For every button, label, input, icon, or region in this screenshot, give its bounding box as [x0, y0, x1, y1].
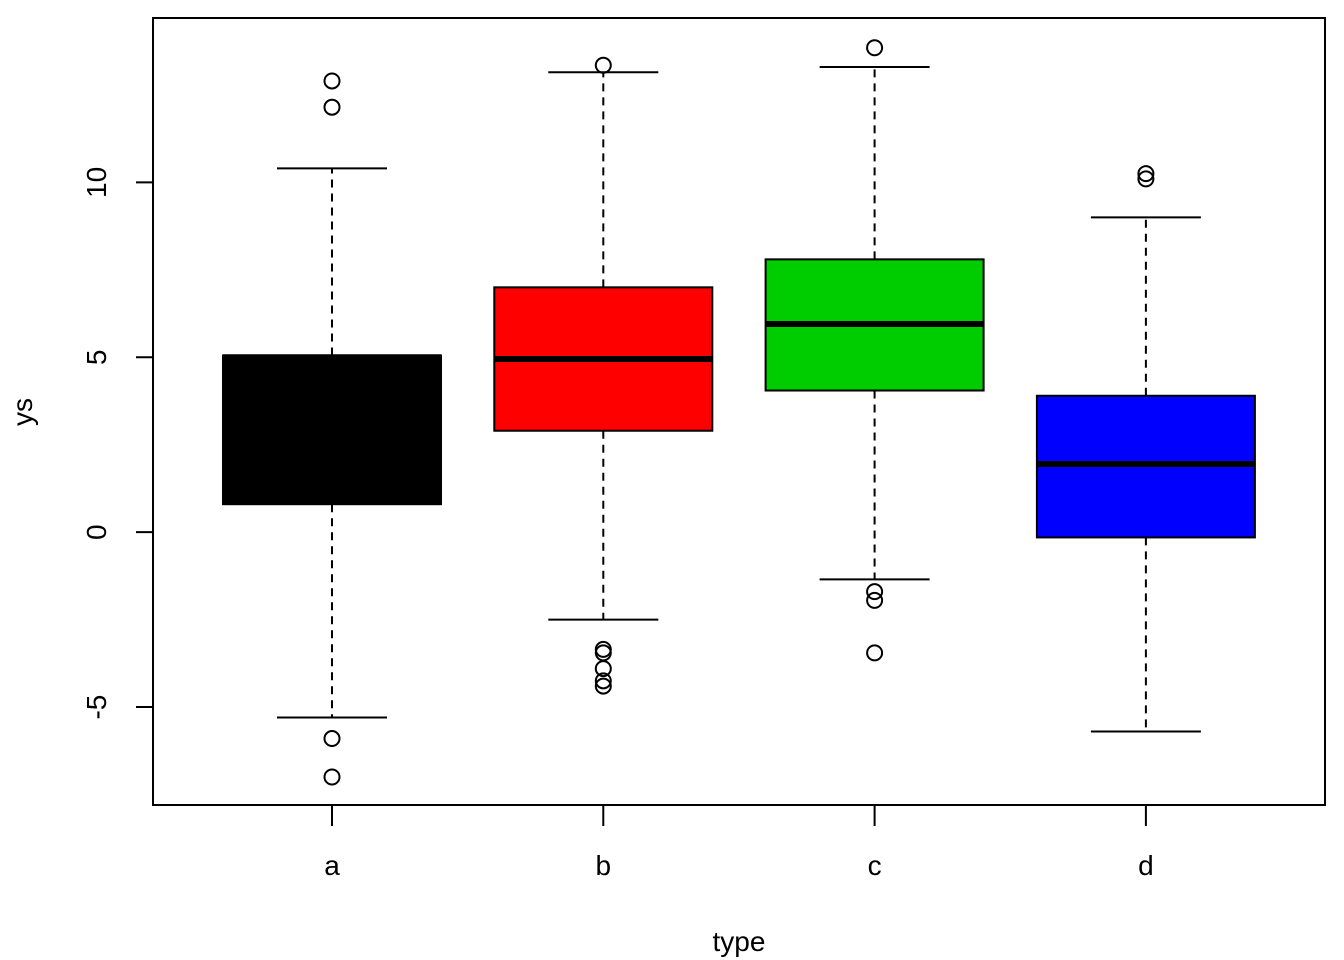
box-c	[764, 39, 985, 662]
x-axis-label: type	[713, 926, 766, 957]
x-tick-label: d	[1138, 850, 1154, 881]
outlier-point	[594, 56, 612, 74]
box-b	[493, 56, 714, 695]
boxes-layer	[222, 39, 1256, 786]
outlier-point	[1137, 170, 1155, 188]
y-tick-label: -5	[81, 695, 112, 720]
x-axis: a b c d	[324, 805, 1154, 881]
outlier-point	[323, 768, 341, 786]
y-axis: -5 0 5 10	[81, 167, 154, 720]
x-tick-label: a	[324, 850, 340, 881]
box-body	[222, 354, 442, 506]
y-tick-label: 0	[81, 524, 112, 540]
outlier-point	[866, 644, 884, 662]
box-d	[1035, 165, 1256, 733]
x-tick-label: c	[868, 850, 882, 881]
outlier-point	[594, 640, 612, 658]
outlier-point	[594, 644, 612, 662]
x-tick-label: b	[596, 850, 612, 881]
outlier-point	[866, 583, 884, 601]
outlier-point	[866, 39, 884, 57]
outlier-point	[323, 730, 341, 748]
outlier-point	[323, 72, 341, 90]
y-tick-label: 5	[81, 349, 112, 365]
y-axis-label: ys	[7, 398, 38, 426]
outlier-point	[594, 672, 612, 690]
y-tick-label: 10	[81, 167, 112, 198]
box-a	[222, 72, 442, 786]
outlier-point	[594, 660, 612, 678]
outlier-point	[866, 591, 884, 609]
outlier-point	[323, 98, 341, 116]
outlier-point	[1137, 165, 1155, 183]
outlier-point	[594, 677, 612, 695]
